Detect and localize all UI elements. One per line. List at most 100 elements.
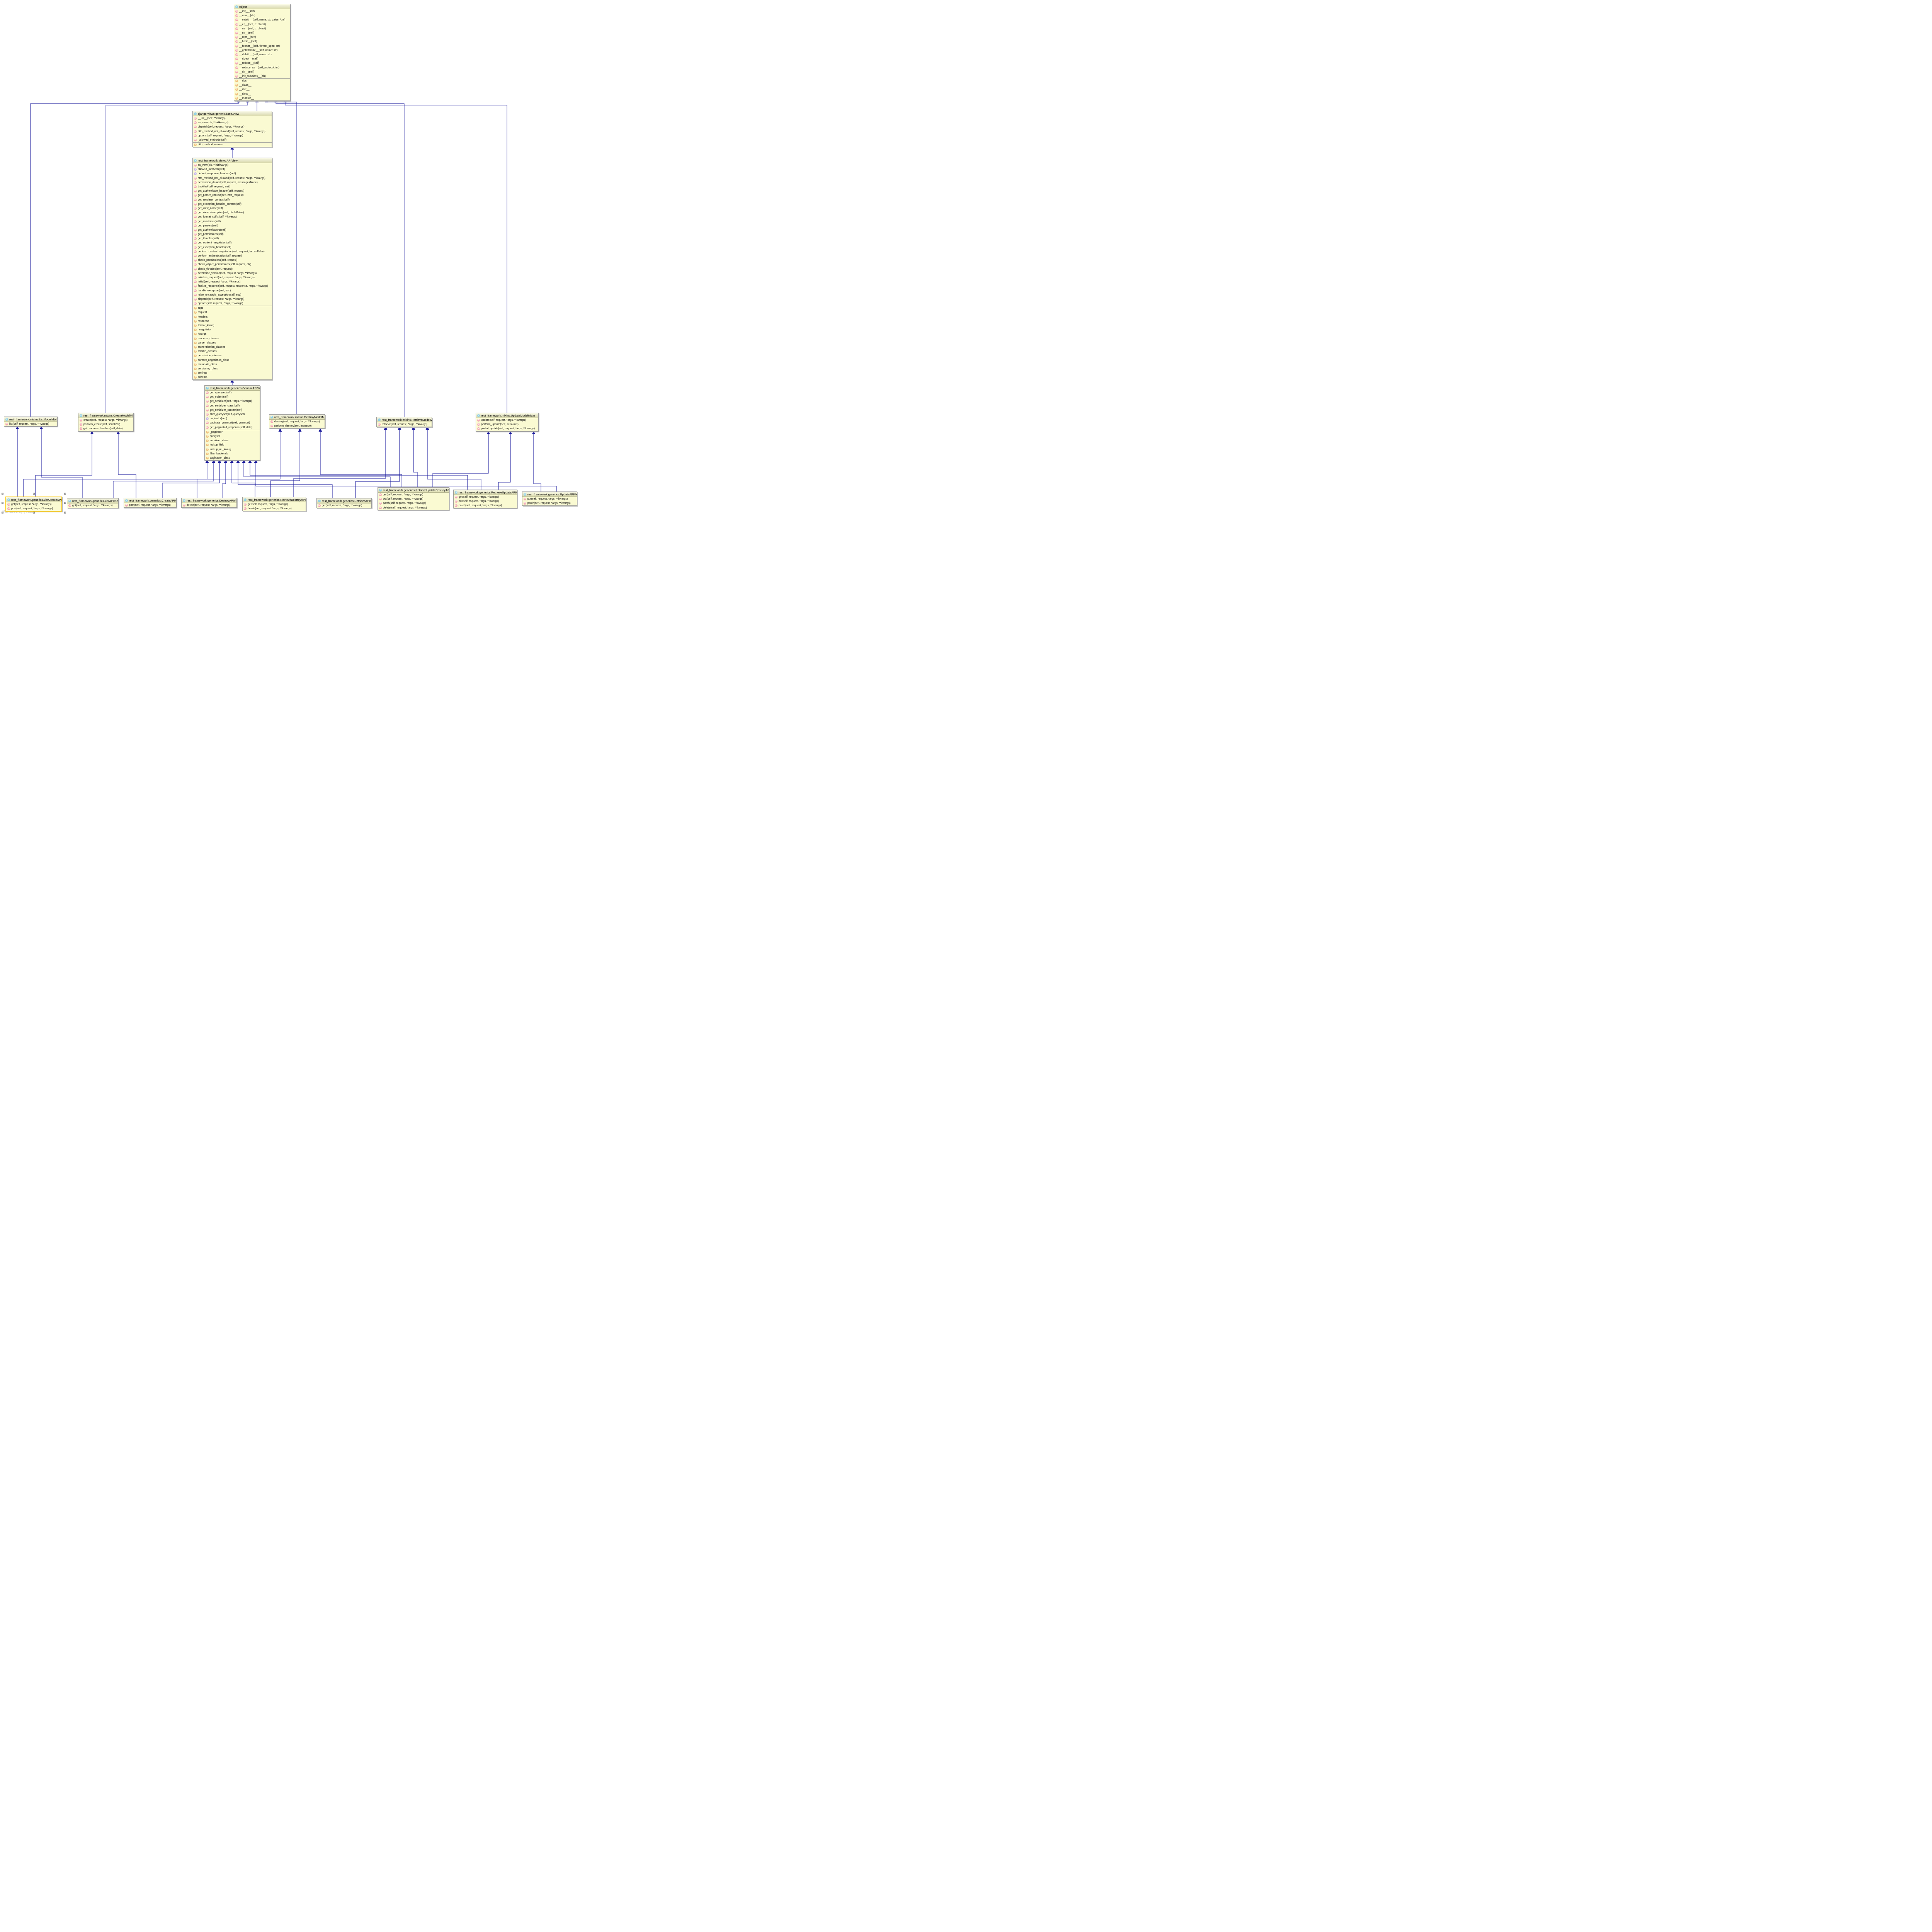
- inheritance-edge-update-to-updatemixin[interactable]: [532, 431, 541, 492]
- inheritance-edge-list-to-generic[interactable]: [113, 459, 216, 498]
- inheritance-edge-create-to-generic[interactable]: [162, 459, 221, 498]
- class-title: c rest_framework.generics.ListAPIView: [67, 498, 118, 503]
- class-icon: c: [318, 499, 321, 502]
- inheritance-edge-retrieveupdatedestroy-to-retrievemixin[interactable]: [412, 426, 418, 487]
- method-row: m paginate_queryset(self, queryset): [205, 421, 260, 425]
- inheritance-edge-create-to-createmixin[interactable]: [116, 431, 136, 498]
- inheritance-edge-retrieveupdate-to-updatemixin[interactable]: [498, 431, 512, 490]
- method-row: pallowed_methods(self): [193, 167, 272, 172]
- method-signature: default_response_headers(self): [198, 172, 236, 175]
- class-box-retrieve[interactable]: c rest_framework.generics.RetrieveAPIView…: [316, 498, 372, 509]
- inheritance-edge-retrieveupdatedestroy-to-updatemixin[interactable]: [432, 431, 490, 487]
- class-box-retrieveupdate[interactable]: c rest_framework.generics.RetrieveUpdateA…: [453, 490, 517, 509]
- method-signature: options(self, request, *args, **kwargs): [198, 134, 243, 137]
- class-box-retrievedestroy[interactable]: c rest_framework.generics.RetrieveDestroy…: [242, 497, 306, 512]
- inheritance-edge-destroy-to-destroymixin[interactable]: [197, 428, 282, 498]
- method-icon: m: [194, 285, 197, 288]
- method-row: m __init__(self): [234, 9, 290, 14]
- inheritance-edge-listcreate-to-generic[interactable]: [23, 459, 209, 497]
- method-row: m throttled(self, request, wait): [193, 185, 272, 189]
- class-box-listcreate[interactable]: crest_framework.generics.ListCreateAPIVi…: [5, 497, 62, 512]
- field-name-label: throttle_classes: [198, 350, 217, 353]
- selection-handle[interactable]: [64, 502, 66, 504]
- inheritance-edge-retrieveupdate-to-generic[interactable]: [248, 459, 468, 490]
- selection-handle[interactable]: [2, 512, 3, 514]
- class-title: c rest_framework.mixins.DestroyModelMixin: [269, 415, 325, 420]
- method-signature: get_renderers(self): [198, 220, 221, 223]
- selection-handle[interactable]: [64, 493, 66, 495]
- property-icon: p: [206, 417, 210, 420]
- inheritance-edge-retrieveupdatedestroy-to-destroymixin[interactable]: [318, 428, 402, 487]
- method-signature: put(self, request, *args, **kwargs): [459, 500, 499, 503]
- inheritance-edge-retrievedestroy-to-destroymixin[interactable]: [270, 428, 302, 497]
- selection-handle[interactable]: [32, 493, 35, 495]
- class-box-update[interactable]: c rest_framework.generics.UpdateAPIView m p…: [522, 492, 577, 506]
- class-box-object[interactable]: c object m __init__(self) m __new__(cls) m __se…: [234, 4, 291, 101]
- method-icon: m: [235, 49, 238, 52]
- method-signature: __delattr__(self, name: str): [239, 53, 272, 56]
- inheritance-edge-destroy-to-generic[interactable]: [222, 459, 228, 498]
- method-icon: m: [194, 224, 197, 227]
- inheritance-edge-createmixin-to-object[interactable]: [105, 99, 250, 413]
- inheritance-edge-update-to-generic[interactable]: [254, 459, 557, 492]
- method-signature: http_method_not_allowed(self, request, *…: [198, 130, 265, 133]
- method-icon: m: [477, 427, 480, 430]
- method-row: m get_serializer(self, *args, **kwargs): [205, 399, 260, 403]
- inheritance-edge-updatemixin-to-object[interactable]: [283, 99, 507, 413]
- selection-handle[interactable]: [64, 512, 66, 514]
- inheritance-edge-listcreate-to-createmixin[interactable]: [35, 431, 94, 497]
- class-box-list[interactable]: c rest_framework.generics.ListAPIView m get…: [67, 498, 119, 509]
- method-signature: filter_queryset(self, queryset): [210, 413, 245, 416]
- inheritance-edge-retrieve-to-retrievemixin[interactable]: [355, 426, 401, 498]
- inheritance-edge-retrieve-to-generic[interactable]: [236, 459, 333, 498]
- inheritance-edge-retrieveupdate-to-retrievemixin[interactable]: [425, 426, 481, 490]
- method-icon: m: [379, 493, 382, 497]
- method-row: m __reduce_ex__(self, protocol: int): [234, 65, 290, 70]
- method-icon: m: [194, 250, 197, 253]
- method-row: m get(self, request, *args, **kwargs): [454, 495, 517, 499]
- class-box-updatemixin[interactable]: c rest_framework.mixins.UpdateModelMixin m…: [476, 413, 539, 432]
- class-title: c rest_framework.mixins.RetrieveModelMixi…: [377, 417, 432, 422]
- method-signature: perform_create(self, serializer): [83, 423, 120, 426]
- method-row: m __sizeof__(self): [234, 57, 290, 61]
- class-box-view[interactable]: c django.views.generic.base.View m __init__…: [192, 111, 272, 148]
- selection-handle[interactable]: [2, 502, 3, 504]
- class-box-listmixin[interactable]: c rest_framework.mixins.ListModelMixin m li…: [4, 417, 58, 427]
- class-name-label: rest_framework.generics.UpdateAPIView: [527, 492, 577, 496]
- class-box-destroy[interactable]: c rest_framework.generics.DestroyAPIView m…: [181, 498, 237, 508]
- method-signature: get_queryset(self): [210, 391, 232, 395]
- inheritance-edge-retrievedestroy-to-retrievemixin[interactable]: [293, 426, 388, 497]
- inheritance-edge-listmixin-to-object[interactable]: [30, 99, 240, 417]
- field-row: f __dict__: [234, 87, 290, 92]
- method-signature: patch(self, request, *args, **kwargs): [383, 502, 426, 505]
- method-signature: dispatch(self, request, *args, **kwargs): [198, 126, 245, 129]
- class-box-apiview[interactable]: c rest_framework.views.APIView m as_view(cl…: [192, 158, 272, 380]
- inheritance-edge-retrievedestroy-to-generic[interactable]: [230, 459, 255, 497]
- class-box-retrieveupdatedestroy[interactable]: c rest_framework.generics.RetrieveUpdateD…: [378, 487, 449, 510]
- method-signature: get_exception_handler(self): [198, 246, 231, 249]
- class-box-createmixin[interactable]: c rest_framework.mixins.CreateModelMixin m…: [78, 413, 134, 432]
- class-box-generic[interactable]: c rest_framework.generics.GenericAPIView m…: [204, 385, 260, 461]
- method-icon: m: [194, 207, 197, 210]
- selection-handle[interactable]: [32, 512, 35, 514]
- inheritance-edge-list-to-listmixin[interactable]: [39, 426, 83, 498]
- method-icon: m: [235, 19, 238, 22]
- class-name-label: rest_framework.generics.RetrieveUpdateAP…: [459, 490, 517, 494]
- method-signature: get(self, request, *args, **kwargs): [459, 496, 499, 499]
- class-box-retrievemixin[interactable]: c rest_framework.mixins.RetrieveModelMixi…: [376, 417, 432, 427]
- method-row: m get_view_description(self, html=False): [193, 211, 272, 215]
- method-row: m __format__(self, format_spec: str): [234, 44, 290, 48]
- class-name-label: rest_framework.views.APIView: [198, 158, 238, 162]
- method-icon: m: [194, 228, 197, 231]
- field-row: f versioning_class: [193, 367, 272, 371]
- selection-handle[interactable]: [2, 493, 3, 495]
- method-signature: partial_update(self, request, *args, **k…: [481, 427, 535, 430]
- field-name-label: pagination_class: [210, 456, 230, 459]
- class-box-destroymixin[interactable]: c rest_framework.mixins.DestroyModelMixin…: [269, 414, 325, 429]
- inheritance-edge-retrievemixin-to-object[interactable]: [274, 99, 405, 417]
- class-icon: c: [524, 493, 526, 496]
- class-name-label: rest_framework.generics.RetrieveAPIView: [322, 499, 371, 503]
- method-signature: __init_subclass__(cls): [239, 75, 266, 78]
- class-box-create[interactable]: c rest_framework.generics.CreateAPIView m p…: [124, 498, 177, 508]
- inheritance-edge-retrieveupdatedestroy-to-generic[interactable]: [242, 459, 391, 487]
